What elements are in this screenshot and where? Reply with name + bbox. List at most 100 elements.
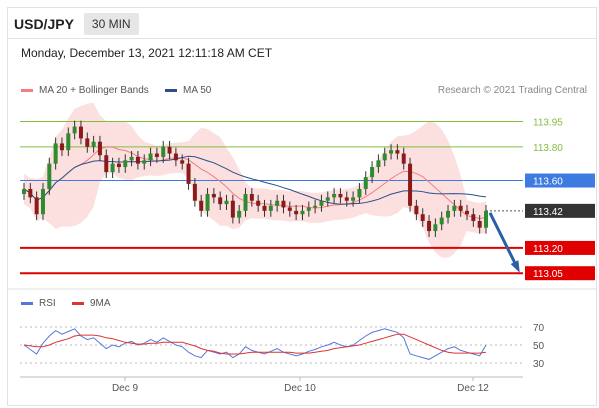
forecast-arrow-head bbox=[510, 260, 520, 273]
candle-body bbox=[173, 153, 178, 161]
level-label-113.05: 113.05 bbox=[533, 269, 563, 280]
candle-body bbox=[148, 153, 153, 161]
candle-body bbox=[59, 143, 64, 151]
chart-header: USD/JPY 30 MIN bbox=[14, 12, 139, 36]
level-tag-113.42 bbox=[525, 203, 595, 218]
x-tick-label: Dec 10 bbox=[284, 383, 316, 394]
candle-body bbox=[458, 205, 463, 211]
candle-body bbox=[129, 156, 134, 161]
candle-body bbox=[376, 160, 381, 168]
rsi-series-RSI bbox=[23, 328, 487, 360]
candle-body bbox=[186, 163, 191, 184]
candle-body bbox=[110, 163, 115, 173]
header-divider bbox=[8, 38, 596, 39]
legend-rsi: RSI bbox=[21, 298, 56, 309]
candle-body bbox=[123, 160, 128, 168]
candle-body bbox=[161, 146, 166, 157]
candle-body bbox=[287, 207, 292, 211]
candle-body bbox=[294, 210, 299, 215]
candle-body bbox=[230, 200, 235, 218]
ma50-swatch bbox=[165, 89, 177, 92]
candle-body bbox=[439, 217, 444, 225]
candle-body bbox=[40, 188, 45, 215]
level-label-113.20: 113.20 bbox=[533, 244, 563, 255]
candle-body bbox=[275, 200, 280, 206]
candle-body bbox=[262, 205, 267, 211]
candle-body bbox=[319, 200, 324, 206]
candle-body bbox=[199, 200, 204, 211]
rsi-ma-label: 9MA bbox=[90, 298, 111, 309]
level-label-113.42: 113.42 bbox=[533, 207, 563, 218]
candle-body bbox=[389, 150, 394, 154]
candle-body bbox=[351, 197, 356, 201]
timeframe-badge[interactable]: 30 MIN bbox=[83, 13, 139, 35]
rsi-swatch bbox=[21, 302, 33, 305]
chart-frame bbox=[7, 7, 597, 406]
candle-body bbox=[414, 205, 419, 215]
legend-rsi-ma: 9MA bbox=[72, 298, 111, 309]
candle-body bbox=[47, 163, 52, 189]
candle-body bbox=[237, 210, 242, 218]
rsi-label: RSI bbox=[39, 298, 56, 309]
level-tag-113.60 bbox=[525, 173, 595, 188]
symbol-title: USD/JPY bbox=[14, 16, 74, 32]
candle-body bbox=[116, 163, 121, 168]
rsi-tick-label-70: 70 bbox=[533, 323, 545, 334]
timestamp: Monday, December 13, 2021 12:11:18 AM CE… bbox=[21, 46, 273, 60]
level-label-113.80: 113.80 bbox=[533, 143, 563, 154]
candle-body bbox=[357, 188, 362, 198]
rsi-tick-label-30: 30 bbox=[533, 359, 545, 370]
level-label-113.60: 113.60 bbox=[533, 177, 563, 188]
candle-body bbox=[243, 194, 248, 211]
candle-body bbox=[427, 220, 432, 232]
candle-body bbox=[477, 220, 482, 228]
candle-body bbox=[211, 194, 216, 198]
candle-body bbox=[34, 197, 39, 215]
candle-body bbox=[313, 205, 318, 208]
candle-body bbox=[408, 163, 413, 206]
rsi-tick-label-50: 50 bbox=[533, 341, 545, 352]
candle-body bbox=[142, 160, 147, 164]
candle-body bbox=[281, 200, 286, 208]
x-axis: Dec 9 Dec 10 Dec 12 bbox=[20, 376, 523, 394]
candle-body bbox=[180, 160, 185, 164]
candle-body bbox=[395, 150, 400, 154]
candle-body bbox=[300, 210, 305, 215]
ma20-swatch bbox=[21, 89, 33, 92]
level-label-113.95: 113.95 bbox=[533, 118, 563, 129]
candle-body bbox=[22, 188, 26, 194]
candle-body bbox=[28, 188, 33, 198]
candle-body bbox=[66, 133, 71, 151]
candle-body bbox=[135, 156, 140, 164]
candle-body bbox=[401, 153, 406, 164]
forecast-arrow-line bbox=[488, 212, 520, 270]
candle-body bbox=[382, 153, 387, 161]
candle-body bbox=[154, 153, 159, 157]
rsi-panel: 70 50 30 bbox=[8, 288, 596, 370]
copyright-text: Research © 2021 Trading Central bbox=[437, 85, 587, 96]
rsi-ma-swatch bbox=[72, 302, 84, 305]
legend-ma20: MA 20 + Bollinger Bands bbox=[21, 85, 149, 96]
legend-ma50: MA 50 bbox=[165, 85, 211, 96]
candle-body bbox=[471, 214, 476, 221]
candle-body bbox=[78, 126, 83, 139]
candle-body bbox=[363, 177, 368, 189]
candle-body bbox=[72, 126, 77, 134]
candle-body bbox=[465, 210, 470, 215]
bollinger-band bbox=[24, 103, 486, 258]
candle-body bbox=[224, 200, 229, 205]
candle-body bbox=[420, 214, 425, 221]
ma20-label: MA 20 + Bollinger Bands bbox=[39, 85, 149, 96]
ma50-label: MA 50 bbox=[183, 85, 212, 96]
level-tag-113.20 bbox=[525, 240, 595, 255]
candle-body bbox=[433, 224, 438, 232]
x-tick-label: Dec 9 bbox=[112, 383, 139, 394]
candle-body bbox=[452, 205, 457, 211]
candle-body bbox=[85, 138, 90, 147]
candle-body bbox=[325, 197, 330, 201]
candle-body bbox=[104, 155, 109, 173]
candle-body bbox=[192, 183, 197, 201]
candle-body bbox=[97, 141, 102, 156]
candle-body bbox=[268, 205, 273, 211]
